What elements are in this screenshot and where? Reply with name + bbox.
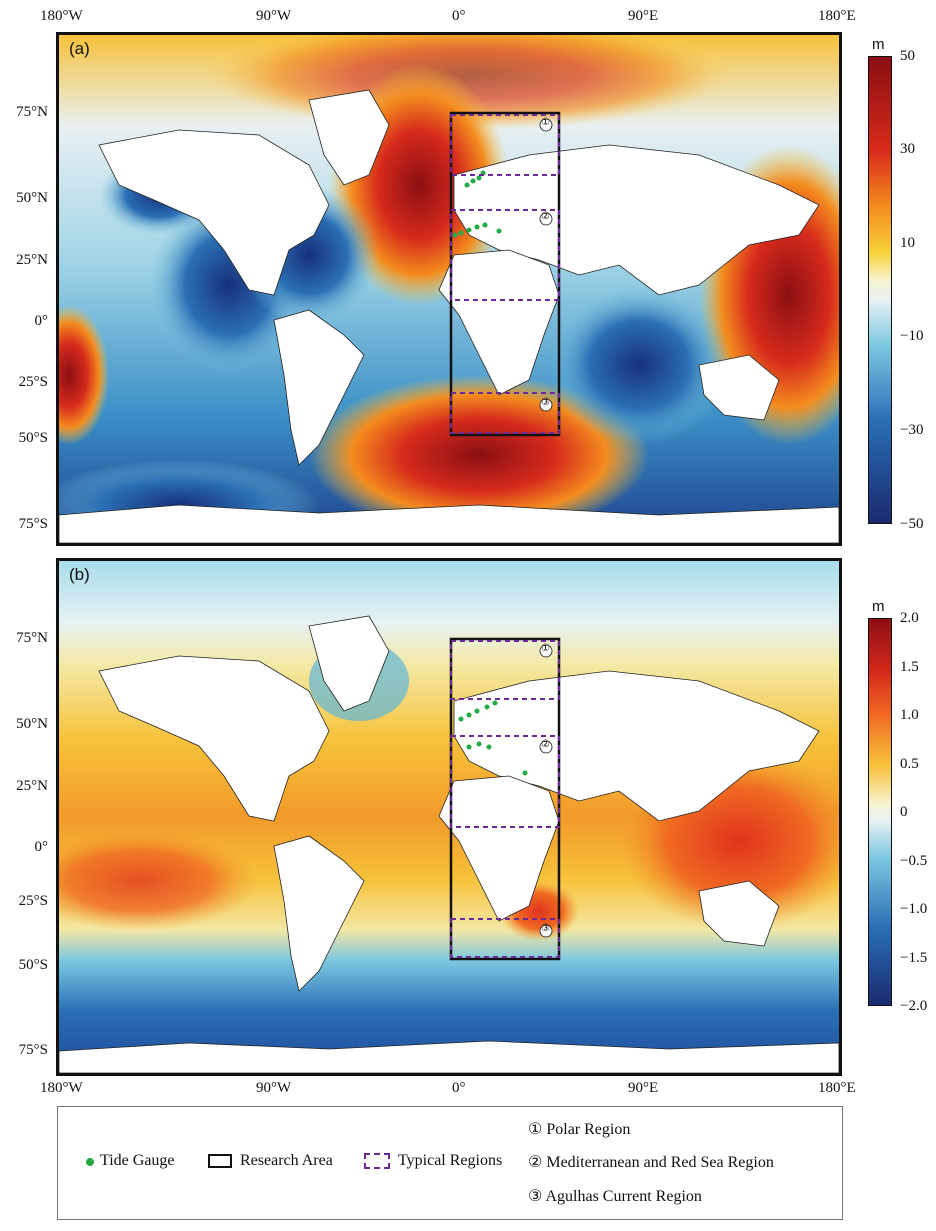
legend-tide-gauge: Tide Gauge [100,1152,175,1169]
colorbar-b-tick-1-5: 1.5 [900,659,919,675]
region-marker-1-a: ① [541,117,550,128]
tide-gauge-markers-a [452,170,502,238]
lon-label-180w: 180°W [40,8,83,24]
lon-label-90w: 90°W [256,8,292,24]
colorbar-b-tick-m1: −1.0 [900,901,928,917]
colorbar-b-tick-0: 0 [900,804,908,820]
colorbar-b-tick-m2: −2.0 [900,998,928,1014]
lon-label-0: 0° [452,8,466,24]
lon-label-bottom-0: 0° [452,1080,466,1096]
map-a-canvas [59,35,839,543]
lon-label-bottom-180w: 180°W [40,1080,83,1096]
map-panel-a: (a) ① ② ③ [56,32,842,546]
lon-label-bottom-90w: 90°W [256,1080,292,1096]
a-lat-25s: 25°S [18,374,48,390]
legend-typical-regions: Typical Regions [398,1152,503,1169]
research-area-icon [208,1154,232,1168]
typical-regions-a [450,114,560,434]
map-panel-b: (b) ① ② ③ [56,558,842,1076]
colorbar-a-tick-50: 50 [900,48,915,64]
colorbar-a-tick-m50: −50 [900,516,924,532]
lon-label-bottom-180e: 180°E [818,1080,856,1096]
typical-regions-b [450,640,560,958]
colorbar-a-tick-m10: −10 [900,328,924,344]
colorbar-b [868,618,892,1006]
a-lat-75n: 75°N [16,104,48,120]
colorbar-a-tick-m30: −30 [900,422,924,438]
a-lat-0: 0° [34,313,49,329]
typical-regions-icon [364,1153,390,1169]
lon-label-bottom-90e: 90°E [628,1080,659,1096]
region-marker-3-b: ③ [541,923,550,934]
colorbar-b-tick-1: 1.0 [900,707,919,723]
panel-a-label: (a) [69,39,90,58]
tide-gauge-icon [86,1158,94,1166]
region-marker-3-a: ③ [541,397,550,408]
colorbar-b-unit: m [872,598,885,615]
map-b-canvas [59,561,839,1073]
b-lat-25s: 25°S [18,893,48,909]
lon-label-90e: 90°E [628,8,659,24]
legend-research-area: Research Area [240,1152,333,1169]
colorbar-a-tick-30: 30 [900,141,915,157]
colorbar-b-tick-m0-5: −0.5 [900,853,928,869]
a-lat-50n: 50°N [16,190,48,206]
colorbar-a-unit: m [872,36,885,53]
colorbar-b-tick-m1-5: −1.5 [900,950,928,966]
legend-region-1: ① Polar Region [528,1121,631,1138]
b-lat-50n: 50°N [16,716,48,732]
panel-b-label: (b) [69,565,90,584]
b-lat-75s: 75°S [18,1042,48,1058]
a-lat-50s: 50°S [18,430,48,446]
b-lat-25n: 25°N [16,778,48,794]
tide-gauge-markers-b [458,700,528,776]
region-marker-2-a: ② [541,211,550,222]
legend-region-2: ② Mediterranean and Red Sea Region [528,1154,774,1171]
colorbar-a [868,56,892,524]
a-lat-25n: 25°N [16,252,48,268]
colorbar-b-tick-0-5: 0.5 [900,756,919,772]
region-marker-2-b: ② [541,739,550,750]
colorbar-b-tick-2: 2.0 [900,610,919,626]
lon-label-180e: 180°E [818,8,856,24]
b-lat-75n: 75°N [16,630,48,646]
colorbar-a-tick-10: 10 [900,235,915,251]
b-lat-50s: 50°S [18,957,48,973]
region-marker-1-b: ① [541,643,550,654]
b-lat-0: 0° [34,839,49,855]
a-lat-75s: 75°S [18,516,48,532]
legend-region-3: ③ Agulhas Current Region [528,1188,702,1205]
map-legend: Tide Gauge Research Area Typical Regions… [57,1106,843,1220]
